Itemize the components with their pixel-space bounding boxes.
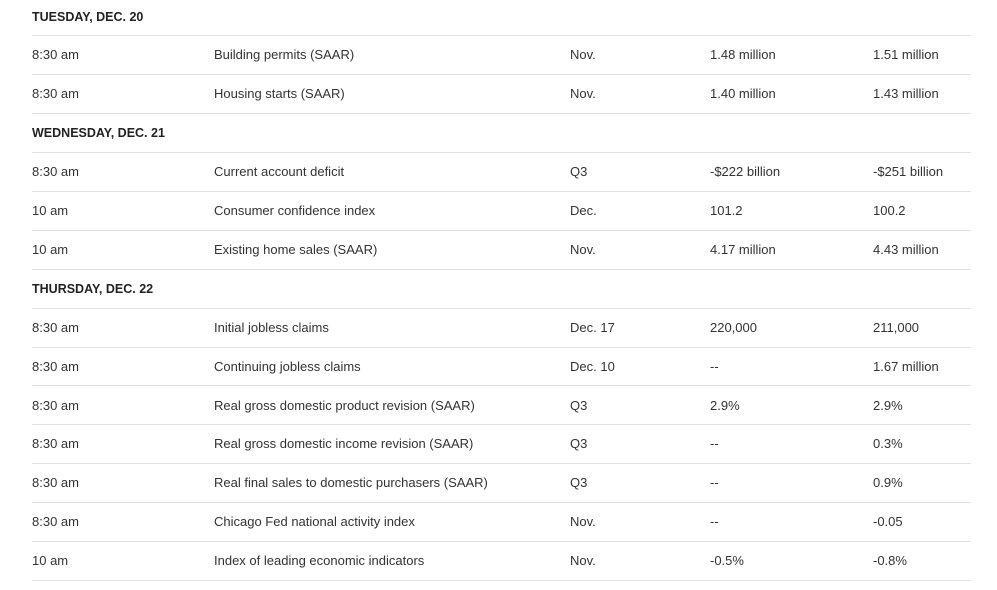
indicator-cell: Chicago Fed national activity index — [214, 514, 415, 530]
time-cell: 8:30 am — [32, 475, 79, 491]
forecast-cell: 1.43 million — [873, 86, 939, 102]
time-cell: 8:30 am — [32, 358, 79, 374]
time-cell: 8:30 am — [32, 397, 79, 413]
period-cell: Q3 — [570, 475, 588, 491]
day-header: TUESDAY, DEC. 20 — [32, 9, 144, 24]
time-cell: 8:30 am — [32, 319, 79, 335]
previous-cell: -- — [710, 475, 719, 491]
indicator-cell: Continuing jobless claims — [214, 358, 361, 374]
day-header-row: THURSDAY, DEC. 22 — [32, 270, 971, 309]
event-row: 8:30 am Initial jobless claims Dec. 17 220,… — [32, 309, 971, 348]
forecast-cell: 100.2 — [873, 203, 906, 218]
previous-cell: 1.40 million — [710, 86, 776, 102]
indicator-cell: Current account deficit — [214, 164, 345, 180]
day-header-row: WEDNESDAY, DEC. 21 — [32, 114, 971, 154]
previous-cell: -0.5% — [710, 553, 744, 569]
event-row: 8:30 am Current account deficit Q3 -$222 bi… — [32, 153, 971, 192]
event-row: 8:30 am Continuing jobless claims Dec. 10 -… — [32, 348, 971, 387]
time-cell: 8:30 am — [32, 86, 79, 102]
period-cell: Nov. — [570, 86, 596, 102]
period-cell: Q3 — [570, 397, 588, 413]
indicator-cell: Housing starts (SAAR) — [214, 86, 345, 102]
indicator-cell: Real gross domestic product revision (SA… — [214, 397, 475, 413]
event-row: 8:30 am Chicago Fed national activity ind… — [32, 503, 971, 543]
time-cell: 8:30 am — [32, 514, 79, 530]
period-cell: Q3 — [570, 436, 588, 452]
period-cell: Q3 — [570, 164, 588, 180]
forecast-cell: -$251 billion — [873, 164, 944, 180]
forecast-cell: 1.51 million — [873, 47, 939, 63]
indicator-cell: Initial jobless claims — [214, 319, 329, 335]
indicator-cell: Real final sales to domestic purchasers … — [214, 475, 488, 491]
previous-cell: 2.9% — [710, 397, 740, 413]
indicator-cell: Index of leading economic indicators — [214, 553, 425, 569]
event-row: 10 am Index of leading economic indicator… — [32, 542, 971, 581]
event-row: 10 am Consumer confidence index Dec. 101.2 1… — [32, 192, 971, 231]
previous-cell: 1.48 million — [710, 47, 776, 63]
previous-cell: -- — [710, 514, 719, 530]
event-row: 10 am Existing home sales (SAAR) Nov. 4.17 … — [32, 231, 971, 270]
time-cell: 10 am — [32, 203, 69, 218]
time-cell: 10 am — [32, 241, 69, 257]
period-cell: Dec. 17 — [570, 319, 615, 335]
event-row: 8:30 am Real final sales to domestic purc… — [32, 464, 971, 504]
forecast-cell: 2.9% — [873, 397, 903, 413]
previous-cell: -$222 billion — [710, 164, 781, 180]
period-cell: Dec. — [570, 203, 597, 218]
indicator-cell: Consumer confidence index — [214, 203, 376, 218]
forecast-cell: -0.05 — [873, 514, 903, 530]
indicator-cell: Building permits (SAAR) — [214, 47, 355, 63]
event-row: 8:30 am Real gross domestic income revisi… — [32, 425, 971, 465]
event-row: 8:30 am Real gross domestic product revis… — [32, 387, 971, 426]
period-cell: Nov. — [570, 241, 596, 257]
forecast-cell: 1.67 million — [873, 358, 939, 374]
time-cell: 8:30 am — [32, 47, 79, 63]
indicator-cell: Real gross domestic income revision (SAA… — [214, 436, 474, 452]
indicator-cell: Existing home sales (SAAR) — [214, 241, 378, 257]
period-cell: Nov. — [570, 553, 596, 569]
forecast-cell: -0.8% — [873, 553, 907, 569]
period-cell: Dec. 10 — [570, 358, 615, 374]
forecast-cell: 4.43 million — [873, 241, 939, 257]
day-header: WEDNESDAY, DEC. 21 — [32, 126, 165, 141]
previous-cell: 4.17 million — [710, 241, 776, 257]
previous-cell: -- — [710, 436, 719, 452]
period-cell: Nov. — [570, 47, 596, 63]
previous-cell: -- — [710, 358, 719, 374]
time-cell: 8:30 am — [32, 436, 79, 452]
previous-cell: 220,000 — [710, 319, 757, 335]
day-header-row: TUESDAY, DEC. 20 — [32, 0, 971, 37]
forecast-cell: 0.3% — [873, 436, 903, 452]
previous-cell: 101.2 — [710, 203, 743, 218]
forecast-cell: 211,000 — [873, 319, 920, 335]
period-cell: Nov. — [570, 514, 596, 530]
forecast-cell: 0.9% — [873, 475, 903, 491]
time-cell: 10 am — [32, 553, 69, 569]
time-cell: 8:30 am — [32, 164, 79, 180]
event-row: 8:30 am Building permits (SAAR) Nov. 1.48 m… — [32, 36, 971, 76]
day-header: THURSDAY, DEC. 22 — [32, 281, 154, 296]
event-row: 8:30 am Housing starts (SAAR) Nov. 1.40 mil… — [32, 75, 971, 115]
